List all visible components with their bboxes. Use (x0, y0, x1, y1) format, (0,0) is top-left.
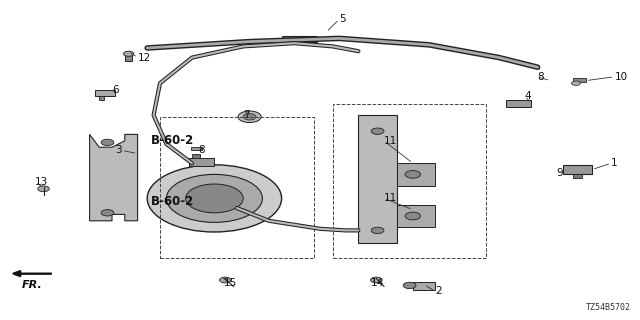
Circle shape (405, 212, 420, 220)
Bar (192, 154, 200, 158)
Text: 3: 3 (115, 145, 122, 156)
Circle shape (371, 277, 382, 283)
Text: 13: 13 (35, 177, 49, 188)
Circle shape (186, 184, 243, 213)
Circle shape (101, 210, 114, 216)
Text: 8: 8 (538, 72, 544, 82)
Bar (573, 78, 586, 82)
Text: 11: 11 (384, 136, 397, 146)
FancyArrow shape (13, 271, 51, 276)
Circle shape (166, 174, 262, 222)
Text: 11: 11 (384, 193, 397, 204)
Bar (573, 174, 582, 178)
Text: B-60-2: B-60-2 (150, 195, 194, 208)
Circle shape (572, 81, 580, 85)
Circle shape (220, 277, 231, 283)
Circle shape (243, 114, 256, 120)
Text: TZ54B5702: TZ54B5702 (586, 303, 630, 312)
Bar (506, 100, 531, 107)
Bar (397, 163, 435, 186)
Bar (95, 90, 115, 96)
Text: 6: 6 (112, 84, 118, 95)
Bar (191, 147, 202, 150)
Text: 5: 5 (339, 14, 346, 24)
Bar (99, 96, 104, 100)
Circle shape (38, 186, 49, 192)
Text: 9: 9 (557, 168, 563, 178)
Bar (397, 205, 435, 227)
Circle shape (371, 227, 384, 234)
Bar (413, 282, 435, 290)
Circle shape (147, 165, 282, 232)
Text: 2: 2 (435, 286, 442, 296)
Text: 1: 1 (611, 158, 618, 168)
Circle shape (101, 139, 114, 146)
Text: 8: 8 (198, 145, 205, 156)
Circle shape (238, 111, 261, 123)
Bar (189, 158, 214, 166)
Circle shape (403, 282, 416, 289)
Bar (125, 54, 132, 61)
Polygon shape (90, 134, 138, 221)
Text: 4: 4 (525, 91, 531, 101)
Bar (282, 36, 317, 42)
Text: B-60-2: B-60-2 (150, 134, 194, 147)
Text: FR.: FR. (22, 280, 42, 290)
Circle shape (371, 128, 384, 134)
Circle shape (124, 51, 134, 56)
Text: 12: 12 (138, 52, 151, 63)
Bar (563, 165, 592, 174)
Text: 14: 14 (371, 278, 385, 288)
Bar (333, 104, 486, 258)
Bar (358, 115, 397, 243)
Circle shape (405, 171, 420, 178)
Bar (160, 117, 314, 258)
Text: 7: 7 (243, 110, 250, 120)
Text: 10: 10 (614, 72, 628, 82)
Text: 15: 15 (224, 278, 237, 288)
